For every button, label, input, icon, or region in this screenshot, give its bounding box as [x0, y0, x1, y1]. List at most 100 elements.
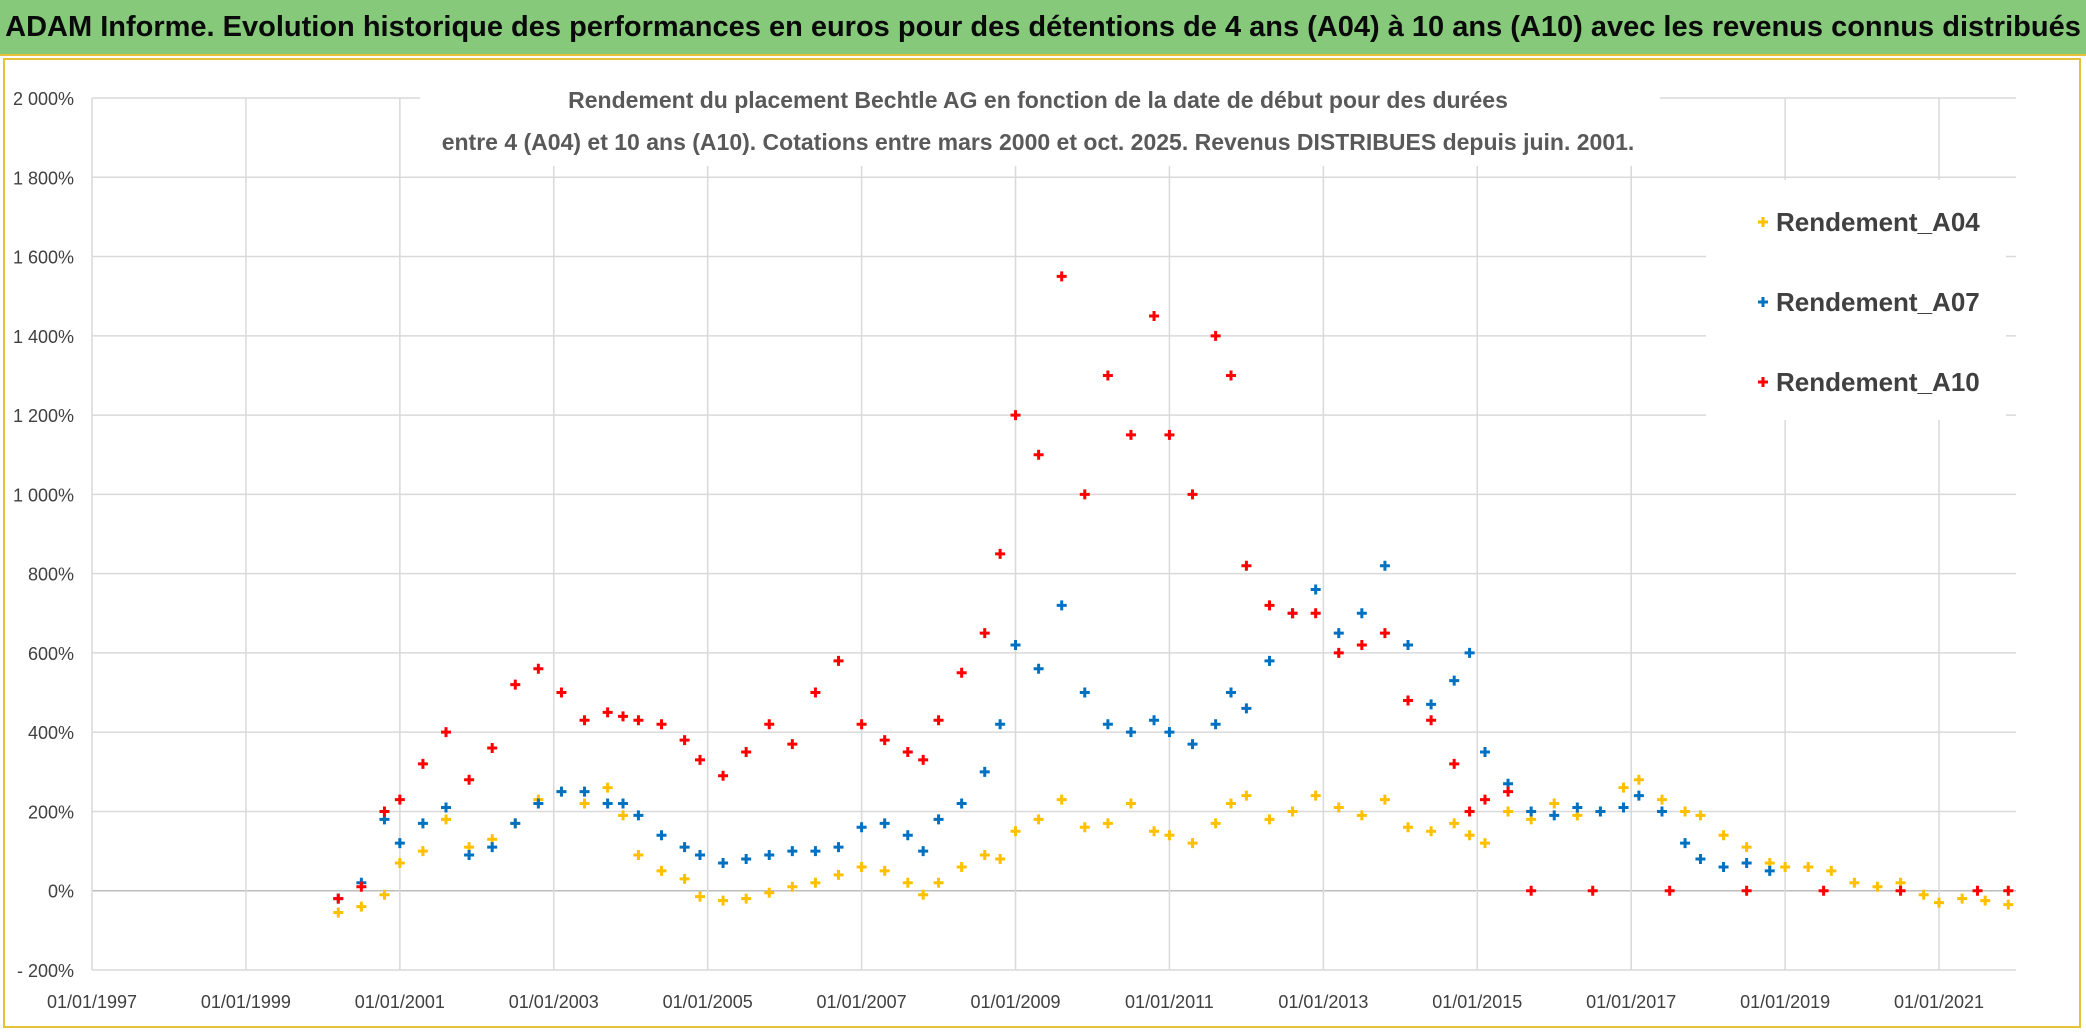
- data-point: [1010, 639, 1021, 650]
- x-tick-label: 01/01/1999: [201, 992, 291, 1012]
- data-point: [918, 754, 929, 765]
- data-point: [618, 810, 629, 821]
- data-point: [1056, 271, 1067, 282]
- data-point: [787, 846, 798, 857]
- chart-title-line2: entre 4 (A04) et 10 ans (A10). Cotations…: [442, 129, 1635, 155]
- data-point: [1187, 739, 1198, 750]
- data-point: [956, 861, 967, 872]
- data-point: [1895, 885, 1906, 896]
- data-point: [810, 877, 821, 888]
- data-point: [333, 893, 344, 904]
- data-point: [741, 854, 752, 865]
- data-point: [1264, 655, 1275, 666]
- data-point: [633, 715, 644, 726]
- data-point: [1056, 600, 1067, 611]
- data-point: [787, 739, 798, 750]
- data-point: [1264, 814, 1275, 825]
- data-point: [1426, 699, 1437, 710]
- data-point: [956, 667, 967, 678]
- data-point: [579, 798, 590, 809]
- data-point: [1033, 814, 1044, 825]
- data-point: [1403, 822, 1414, 833]
- data-point: [1549, 798, 1560, 809]
- data-point: [1226, 687, 1237, 698]
- data-point: [356, 901, 367, 912]
- data-point: [533, 798, 544, 809]
- data-point: [1164, 727, 1175, 738]
- y-tick-label: 1 000%: [13, 485, 74, 505]
- chart-title-background: [420, 80, 1660, 166]
- data-point: [764, 719, 775, 730]
- data-point: [1264, 600, 1275, 611]
- data-point: [1210, 719, 1221, 730]
- data-point: [533, 663, 544, 674]
- data-point: [602, 707, 613, 718]
- data-point: [1503, 806, 1514, 817]
- data-point: [879, 865, 890, 876]
- data-point: [1310, 608, 1321, 619]
- data-point: [1718, 861, 1729, 872]
- data-point: [995, 854, 1006, 865]
- series-rendement-a10: [333, 271, 2014, 904]
- data-point: [1479, 747, 1490, 757]
- data-point: [979, 850, 990, 861]
- data-point: [979, 628, 990, 639]
- data-point: [464, 774, 475, 785]
- data-point: [1680, 838, 1691, 849]
- data-point: [394, 794, 405, 805]
- data-point: [1287, 608, 1298, 619]
- data-point: [556, 786, 567, 797]
- data-point: [356, 881, 367, 892]
- data-point: [718, 857, 729, 868]
- data-point: [764, 850, 775, 861]
- y-tick-label: 1 200%: [13, 406, 74, 426]
- data-point: [1010, 410, 1021, 421]
- data-point: [1718, 830, 1729, 841]
- data-point: [833, 655, 844, 666]
- data-point: [1464, 647, 1475, 658]
- data-point: [879, 818, 890, 829]
- data-point: [1379, 794, 1390, 805]
- data-point: [1187, 489, 1198, 500]
- data-point: [1310, 584, 1321, 595]
- data-point: [1210, 330, 1221, 341]
- data-point: [2003, 885, 2014, 896]
- y-tick-label: 1 600%: [13, 248, 74, 268]
- y-tick-label: 0%: [48, 882, 74, 902]
- data-point: [1449, 675, 1460, 686]
- data-point: [1333, 647, 1344, 658]
- data-point: [1872, 881, 1883, 892]
- data-point: [1464, 830, 1475, 841]
- data-point: [394, 838, 405, 849]
- data-point: [1403, 639, 1414, 650]
- data-point: [1526, 806, 1537, 817]
- data-point: [1333, 802, 1344, 813]
- data-point: [833, 869, 844, 880]
- data-point: [464, 850, 475, 861]
- data-point: [633, 850, 644, 861]
- data-point: [1572, 802, 1583, 813]
- data-point: [879, 735, 890, 746]
- data-point: [1680, 806, 1691, 817]
- data-point: [1033, 663, 1044, 674]
- x-tick-label: 01/01/2015: [1432, 992, 1522, 1012]
- data-point: [718, 770, 729, 781]
- y-tick-label: 2 000%: [13, 89, 74, 109]
- data-point: [741, 747, 752, 757]
- x-tick-label: 01/01/2009: [970, 992, 1060, 1012]
- data-point: [1187, 838, 1198, 849]
- data-point: [1826, 865, 1837, 876]
- data-point: [1664, 885, 1675, 896]
- data-point: [1102, 719, 1113, 730]
- data-point: [856, 861, 867, 872]
- data-point: [1934, 897, 1945, 908]
- data-point: [1741, 885, 1752, 896]
- data-point: [579, 786, 590, 797]
- data-point: [694, 891, 705, 902]
- data-point: [679, 842, 690, 853]
- data-point: [441, 802, 452, 813]
- chart-title-line1: Rendement du placement Bechtle AG en fon…: [568, 87, 1508, 113]
- data-point: [810, 846, 821, 857]
- data-point: [1426, 826, 1437, 837]
- data-point: [933, 877, 944, 888]
